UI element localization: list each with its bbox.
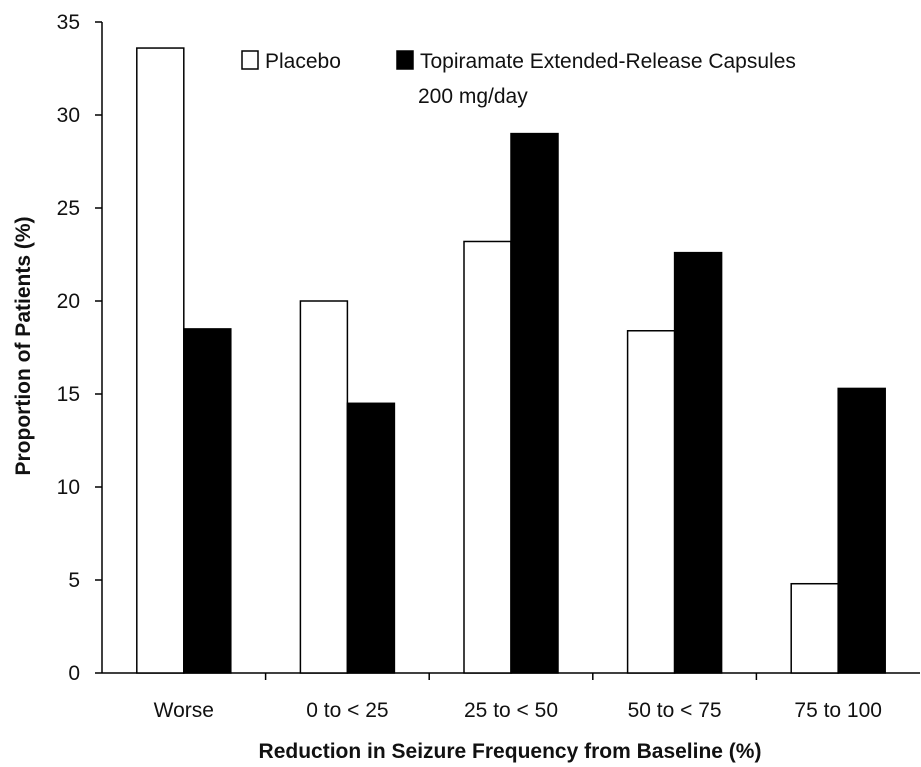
legend-swatch-topiramate xyxy=(396,50,414,70)
x-tick-label: 0 to < 25 xyxy=(306,699,388,722)
bar-placebo xyxy=(790,582,839,674)
legend: Placebo Topiramate Extended-Release Caps… xyxy=(241,50,796,108)
x-tick-label: 25 to < 50 xyxy=(464,699,558,722)
bar-topiramate xyxy=(837,387,886,674)
y-tick-label: 15 xyxy=(57,383,80,406)
legend-label-dose: 200 mg/day xyxy=(418,85,528,108)
bar-topiramate xyxy=(183,328,232,674)
x-axis-title: Reduction in Seizure Frequency from Base… xyxy=(259,740,762,763)
y-tick-label: 35 xyxy=(57,11,80,34)
y-tick-label: 30 xyxy=(57,104,80,127)
x-tick-label: Worse xyxy=(154,699,214,722)
y-axis-title: Proportion of Patients (%) xyxy=(12,217,35,476)
legend-swatch-placebo xyxy=(241,50,259,70)
legend-label-placebo: Placebo xyxy=(265,50,341,73)
bar-placebo xyxy=(626,330,676,674)
y-tick-label: 20 xyxy=(57,290,80,313)
y-tick-label: 25 xyxy=(57,197,80,220)
y-tick-label: 5 xyxy=(68,569,80,592)
bar-placebo xyxy=(463,240,512,674)
bar-topiramate xyxy=(346,402,396,674)
bar-topiramate xyxy=(510,132,559,674)
bar-topiramate xyxy=(673,251,723,674)
legend-label-topiramate: Topiramate Extended-Release Capsules xyxy=(420,50,796,73)
x-tick-label: 75 to 100 xyxy=(794,699,882,722)
bar-placebo xyxy=(299,300,349,674)
bars xyxy=(136,47,886,674)
bar-placebo xyxy=(136,47,185,674)
y-tick-label: 10 xyxy=(57,476,80,499)
y-tick-label: 0 xyxy=(68,662,80,685)
x-tick-label: 50 to < 75 xyxy=(628,699,722,722)
ticks: 0 5 10 15 20 25 30 35 Worse 0 to < 25 25 to < 50 50… xyxy=(57,11,882,722)
